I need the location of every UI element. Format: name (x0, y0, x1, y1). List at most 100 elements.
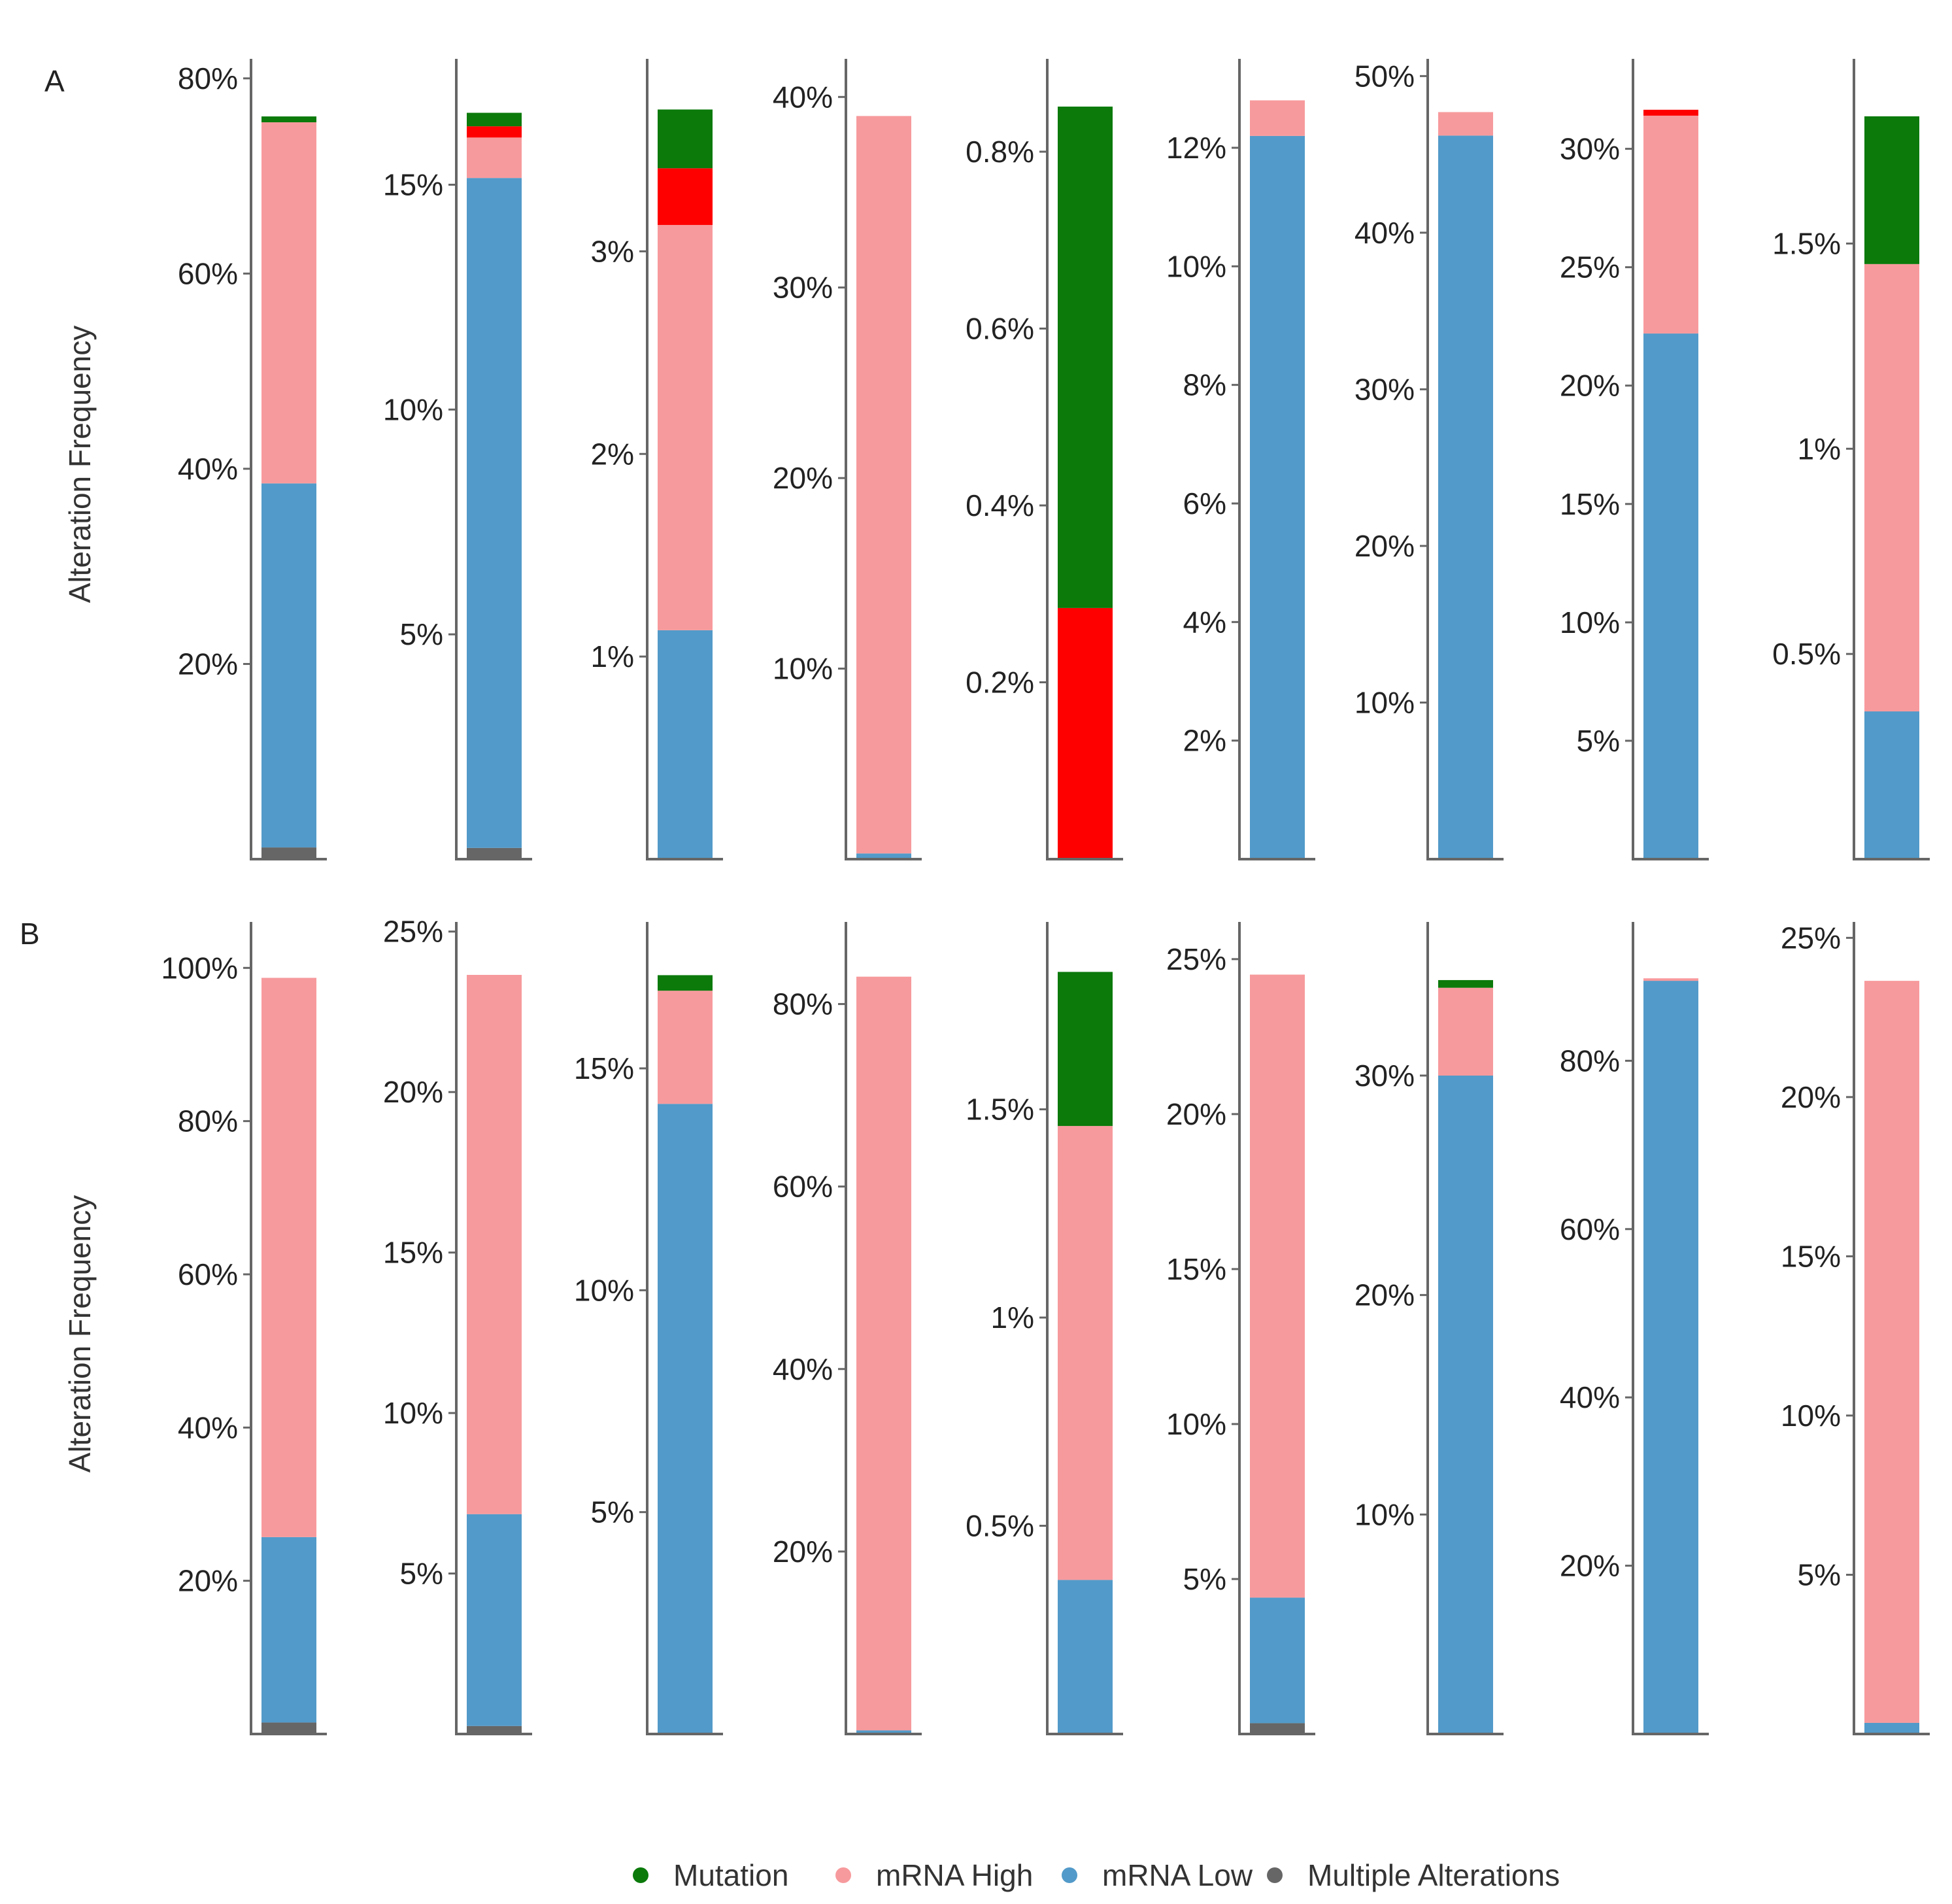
y-tick-label: 5% (400, 1557, 443, 1591)
bar-segment-mrna-high (658, 225, 713, 630)
y-tick-label: 10% (1781, 1399, 1841, 1433)
y-tick-label: 10% (1355, 1497, 1415, 1531)
bar-segment-mrna-high (1058, 1126, 1113, 1580)
bar-segment-mutation (1058, 972, 1113, 1127)
y-tick-label: 10% (383, 1396, 443, 1430)
legend-label-multiple: Multiple Alterations (1307, 1858, 1560, 1892)
y-tick-label: 30% (1560, 132, 1620, 166)
bar-segment-cna (1643, 109, 1698, 116)
y-tick-label: 50% (1355, 59, 1415, 93)
y-tick-label: 40% (1560, 1380, 1620, 1414)
y-tick-label: 60% (178, 256, 238, 290)
y-tick-label: 5% (1577, 724, 1620, 758)
y-tick-label: 60% (773, 1170, 833, 1204)
y-tick-label: 10% (773, 652, 833, 686)
chart-a-3: 1% 2% 3% (591, 59, 723, 860)
bar-segment-mrna-low (1643, 333, 1698, 859)
y-tick-label: 30% (773, 271, 833, 305)
bar-segment-mutation (1864, 116, 1919, 264)
y-tick-label: 0.5% (1772, 637, 1841, 671)
bar-segment-multiple (1250, 1723, 1305, 1734)
y-tick-label: 15% (383, 1236, 443, 1270)
y-tick-label: 20% (1355, 1278, 1415, 1312)
bar-segment-mrna-high (1438, 112, 1493, 136)
bar-segment-mrna-low (856, 1730, 911, 1734)
y-tick-label: 80% (178, 1104, 238, 1138)
bar-segment-mutation (1058, 107, 1113, 608)
y-tick-label: 20% (1560, 1549, 1620, 1583)
bar-segment-mutation (658, 109, 713, 169)
y-tick-label: 10% (1560, 605, 1620, 639)
chart-plots: 20% 40% 60% 80% 5% 10% 15% 1% 2% 3% 10% 20% 30% 40% 0.… (161, 59, 1930, 1735)
bar-segment-multiple (261, 1722, 316, 1734)
y-tick-label: 20% (1166, 1097, 1226, 1131)
chart-a-2: 5% 10% 15% (383, 59, 532, 860)
bar-segment-mrna-high (856, 976, 911, 1731)
bar-segment-mrna-low (467, 178, 522, 848)
legend-label-mrna-high: mRNA High (876, 1858, 1033, 1892)
chart-a-1: 20% 40% 60% 80% (178, 59, 327, 860)
y-tick-label: 15% (1166, 1252, 1226, 1286)
bar-segment-mrna-low (261, 483, 316, 848)
y-tick-label: 25% (1781, 921, 1841, 955)
bar-segment-mrna-low (658, 1104, 713, 1734)
bar-segment-mrna-high (1643, 115, 1698, 334)
y-tick-label: 5% (1798, 1557, 1841, 1591)
y-tick-label: 15% (574, 1051, 634, 1085)
panel-label-a: A (44, 64, 65, 98)
y-tick-label: 60% (1560, 1212, 1620, 1246)
y-tick-label: 0.4% (966, 488, 1034, 522)
bar-segment-cna (1058, 607, 1113, 859)
y-tick-label: 40% (773, 1352, 833, 1386)
bar-segment-mrna-low (1438, 135, 1493, 859)
panel-label-b: B (20, 917, 40, 951)
y-tick-label: 4% (1183, 605, 1226, 639)
y-tick-label: 20% (1781, 1080, 1841, 1114)
y-tick-label: 20% (773, 461, 833, 495)
legend-marker-mutation (633, 1867, 648, 1883)
bar-segment-multiple (261, 847, 316, 859)
chart-b-9: 5% 10% 15% 20% 25% (1781, 921, 1930, 1735)
y-tick-label: 25% (1560, 250, 1620, 284)
y-tick-label: 25% (383, 915, 443, 949)
y-tick-label: 5% (400, 617, 443, 651)
y-tick-label: 1.5% (1772, 226, 1841, 260)
y-tick-label: 10% (383, 392, 443, 426)
bar-segment-mrna-low (1643, 981, 1698, 1734)
legend-marker-mrna-low (1062, 1867, 1077, 1883)
bar-segment-mrna-low (1058, 1580, 1113, 1734)
y-tick-label: 6% (1183, 486, 1226, 520)
chart-a-6: 2% 4% 6% 8% 10% 12% (1166, 59, 1315, 860)
y-tick-label: 5% (591, 1495, 634, 1529)
y-tick-label: 10% (1355, 685, 1415, 719)
bar-segment-mrna-low (1864, 1722, 1919, 1734)
y-tick-label: 20% (1355, 529, 1415, 563)
y-tick-label: 20% (773, 1535, 833, 1569)
chart-a-9: 0.5% 1% 1.5% (1772, 59, 1930, 860)
y-tick-label: 40% (178, 1410, 238, 1444)
bar-segment-mrna-low (1250, 1597, 1305, 1724)
y-tick-label: 40% (1355, 216, 1415, 250)
y-tick-label: 0.8% (966, 135, 1034, 169)
bar-segment-cna (658, 168, 713, 226)
y-axis-label-a: Alteration Frequency (63, 326, 97, 603)
bar-segment-mrna-low (1250, 135, 1305, 859)
y-tick-label: 30% (1355, 1059, 1415, 1093)
y-tick-label: 80% (1560, 1044, 1620, 1078)
chart-b-6: 5% 10% 15% 20% 25% (1166, 922, 1315, 1735)
y-tick-label: 80% (773, 987, 833, 1021)
chart-a-8: 5% 10% 15% 20% 25% 30% (1560, 59, 1709, 860)
bar-segment-mrna-high (1864, 264, 1919, 712)
chart-a-7: 10% 20% 30% 40% 50% (1355, 59, 1504, 860)
chart-a-4: 10% 20% 30% 40% (773, 59, 922, 860)
y-tick-label: 10% (574, 1273, 634, 1307)
legend-marker-mrna-high (835, 1867, 851, 1883)
bar-segment-multiple (467, 847, 522, 859)
bar-segment-mutation (658, 975, 713, 991)
legend-label-mrna-low: mRNA Low (1102, 1858, 1253, 1892)
chart-b-4: 20% 40% 60% 80% (773, 922, 922, 1735)
y-tick-label: 20% (178, 647, 238, 681)
chart-b-8: 20% 40% 60% 80% (1560, 922, 1709, 1735)
y-tick-label: 60% (178, 1257, 238, 1291)
